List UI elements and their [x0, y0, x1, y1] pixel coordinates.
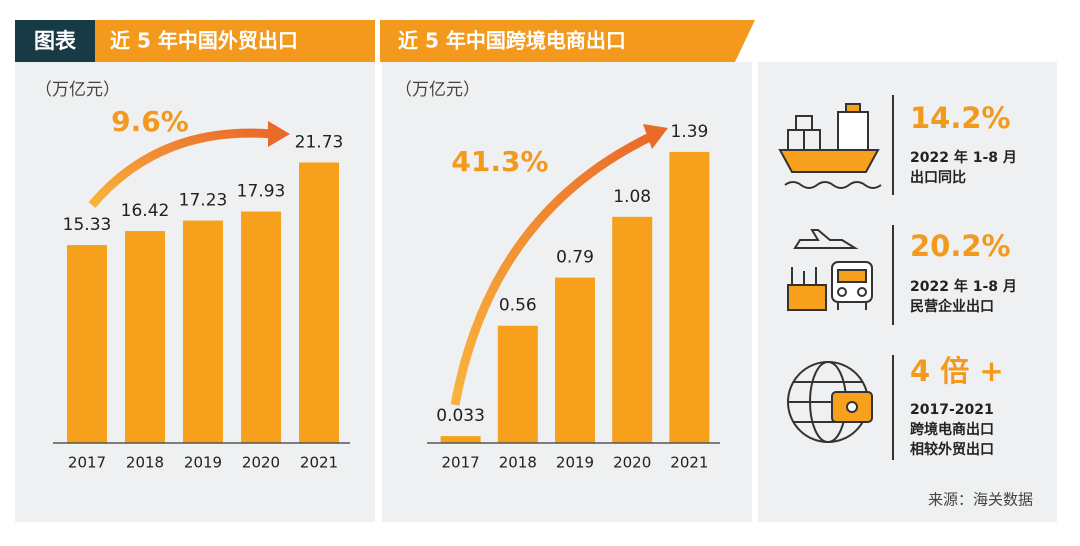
x-tick-label: 2018: [499, 454, 537, 472]
annotation: 41.3%: [451, 145, 548, 178]
y-label: （万亿元）: [395, 80, 480, 100]
x-tick-label: 2017: [68, 454, 106, 472]
globe-icon: [787, 361, 873, 443]
stat-text: 民营企业出口: [910, 298, 994, 315]
annotation: 9.6%: [111, 105, 189, 138]
chart-title: 近 5 年中国外贸出口: [110, 29, 298, 53]
stat-value: 14.2%: [910, 101, 1011, 135]
x-tick-label: 2020: [613, 454, 651, 472]
bar: [440, 436, 481, 443]
bar: [299, 162, 339, 443]
bar: [241, 211, 281, 443]
value-label: 0.033: [436, 406, 485, 426]
value-label: 17.23: [179, 191, 228, 211]
value-label: 0.79: [556, 248, 594, 268]
value-label: 21.73: [295, 132, 344, 152]
title-bg: [95, 20, 375, 62]
growth-arrow: [450, 132, 652, 406]
value-label: 16.42: [121, 201, 170, 221]
x-tick-label: 2017: [442, 454, 480, 472]
bar: [612, 216, 653, 443]
trade-icon: [787, 229, 873, 311]
x-tick-label: 2021: [670, 454, 708, 472]
stat-text: 2017-2021: [910, 402, 994, 418]
source: 来源：海关数据: [928, 491, 1033, 509]
value-label: 1.08: [613, 187, 651, 207]
tag-bg: [15, 20, 95, 62]
bar: [125, 231, 165, 443]
x-tick-label: 2019: [556, 454, 594, 472]
x-tick-label: 2021: [300, 454, 338, 472]
ship-icon: [778, 103, 882, 189]
bar: [669, 151, 710, 443]
growth-arrow: [88, 128, 273, 208]
tag: 图表: [34, 29, 77, 53]
bar: [183, 220, 223, 443]
stat-text: 跨境电商出口: [910, 421, 994, 438]
title-bg: [380, 20, 755, 62]
y-label: （万亿元）: [35, 80, 120, 100]
bar: [555, 277, 595, 443]
arrow-head: [643, 124, 668, 149]
bar: [497, 325, 538, 443]
value-label: 1.39: [670, 122, 708, 142]
stat-text: 2022 年 1-8 月: [910, 278, 1017, 295]
arrow-head: [268, 121, 290, 147]
stat-text: 2022 年 1-8 月: [910, 149, 1017, 166]
stat-value: 20.2%: [910, 229, 1011, 263]
x-tick-label: 2018: [126, 454, 164, 472]
stat-value: 4 倍 +: [910, 354, 1004, 388]
stat-text: 相较外贸出口: [910, 441, 994, 458]
stat-text: 出口同比: [910, 169, 966, 186]
value-label: 0.56: [499, 296, 537, 316]
value-label: 15.33: [63, 215, 112, 235]
value-label: 17.93: [237, 182, 286, 202]
x-tick-label: 2020: [242, 454, 280, 472]
chart-title: 近 5 年中国跨境电商出口: [398, 29, 626, 53]
x-tick-label: 2019: [184, 454, 222, 472]
bar: [67, 245, 107, 443]
